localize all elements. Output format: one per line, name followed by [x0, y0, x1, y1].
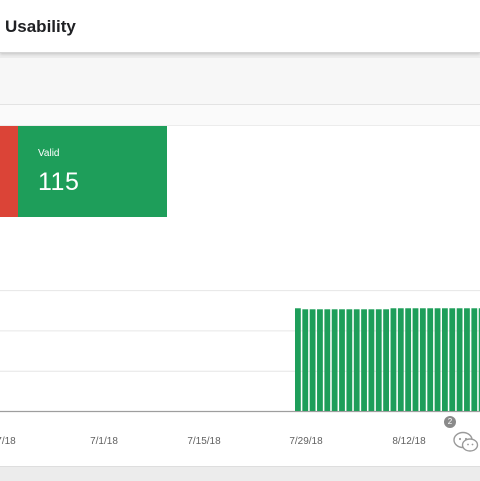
chart-bar[interactable]	[346, 309, 353, 411]
page-header: Usability	[0, 0, 480, 53]
chart-bar[interactable]	[353, 309, 360, 411]
chart-bar[interactable]	[434, 308, 441, 411]
chart-bar[interactable]	[412, 308, 419, 411]
chart-bar[interactable]	[397, 308, 404, 411]
chart-bar[interactable]	[383, 309, 389, 411]
x-tick-label: 8/12/18	[392, 436, 426, 447]
chart-bar[interactable]	[302, 309, 309, 411]
chart-bar[interactable]	[317, 309, 323, 411]
chart-bar[interactable]	[442, 308, 448, 411]
chart-bar[interactable]	[324, 309, 331, 411]
valid-card-count: 115	[38, 168, 80, 196]
chart-bar[interactable]	[464, 308, 470, 411]
chart-bar[interactable]	[368, 309, 375, 411]
chart-bar[interactable]	[419, 308, 426, 411]
chart-bar[interactable]	[449, 308, 456, 411]
wechat-icon[interactable]	[452, 430, 480, 454]
x-tick-label: 7/18	[0, 436, 16, 447]
panel-bottom-edge	[0, 466, 480, 481]
chart-bar[interactable]	[478, 308, 480, 411]
chart-bar[interactable]	[339, 309, 345, 411]
chart-bar[interactable]	[471, 308, 478, 411]
chart-bar[interactable]	[375, 309, 382, 411]
x-tick-label: 7/29/18	[289, 436, 323, 447]
chart-bar[interactable]	[361, 309, 367, 411]
chart-bar[interactable]	[295, 308, 301, 411]
filter-toolbar	[0, 58, 480, 105]
toolbar-divider	[0, 105, 480, 126]
chart-bar[interactable]	[331, 309, 338, 411]
chart-x-ticks: 7/18 7/1/18 7/15/18 7/29/18 8/12/18	[0, 436, 426, 447]
error-status-card[interactable]	[0, 126, 18, 217]
x-tick-label: 7/1/18	[90, 436, 118, 447]
page-title: Usability	[5, 17, 76, 36]
chart-bar[interactable]	[456, 308, 463, 411]
x-tick-label: 7/15/18	[187, 436, 221, 447]
chart-bars	[295, 308, 480, 411]
chart-bar[interactable]	[405, 308, 412, 411]
chart-bar[interactable]	[427, 308, 434, 411]
valid-status-card[interactable]: Valid 115	[18, 126, 167, 217]
valid-card-label: Valid	[38, 148, 60, 159]
chart-bar[interactable]	[390, 308, 397, 411]
chart-bar[interactable]	[309, 309, 316, 411]
notification-badge: 2	[444, 416, 456, 428]
